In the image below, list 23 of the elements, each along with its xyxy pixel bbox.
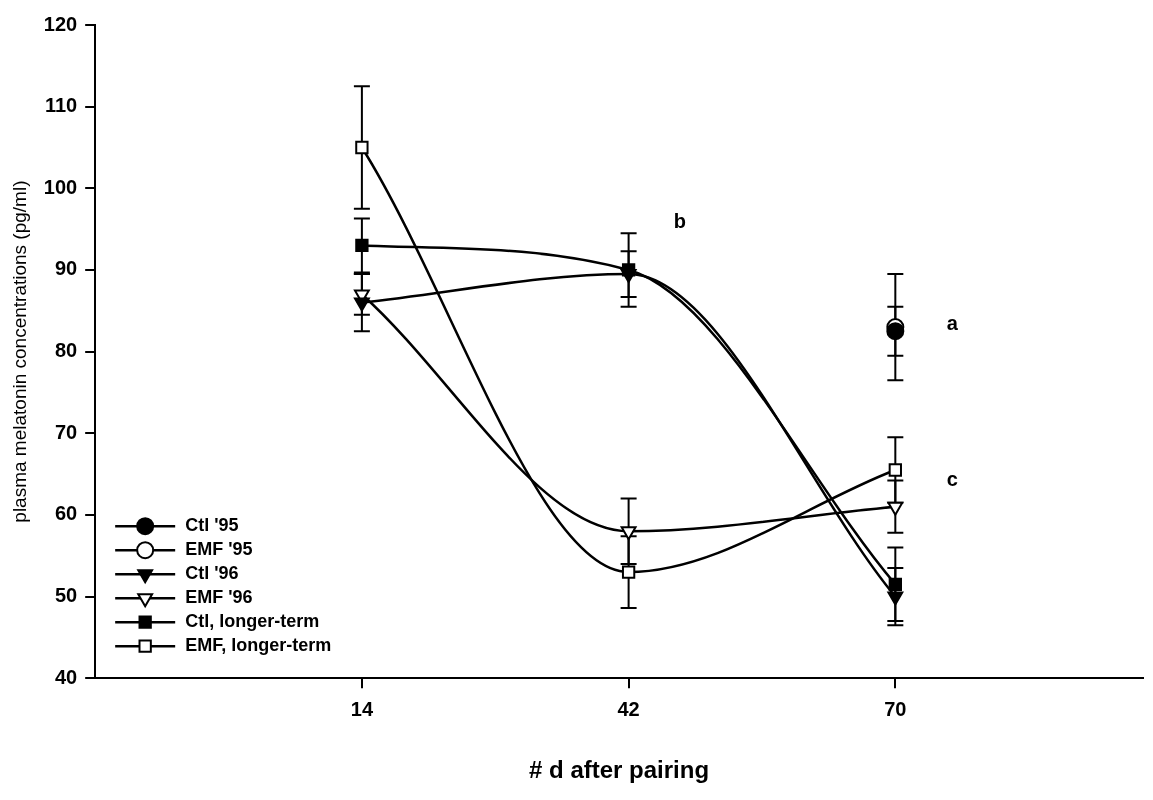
x-tick-label: 42: [617, 697, 640, 720]
annotation: c: [946, 467, 958, 490]
x-tick-label: 70: [884, 697, 907, 720]
y-tick-label: 80: [54, 339, 78, 362]
y-axis-title: plasma melatonin concentrations (pg/ml): [8, 180, 30, 523]
legend-label: EMF '95: [185, 539, 253, 560]
legend-label: Ctl '96: [185, 563, 239, 584]
y-tick-label: 110: [44, 94, 78, 117]
y-tick-label: 50: [54, 584, 78, 607]
y-tick-label: 60: [54, 502, 78, 525]
annotation: b: [673, 209, 686, 232]
y-tick-label: 120: [43, 12, 78, 35]
y-tick-label: 90: [54, 257, 78, 280]
y-tick-label: 70: [54, 420, 78, 443]
legend-label: Ctl, longer-term: [185, 611, 320, 632]
x-axis-title: # d after pairing: [529, 756, 710, 784]
y-tick-label: 40: [54, 665, 78, 688]
legend-label: EMF, longer-term: [185, 635, 332, 656]
y-tick-label: 100: [43, 175, 78, 198]
legend-label: EMF '96: [185, 587, 253, 608]
legend-label: Ctl '95: [185, 515, 239, 536]
annotation: a: [946, 311, 959, 334]
x-tick-label: 14: [350, 697, 374, 720]
